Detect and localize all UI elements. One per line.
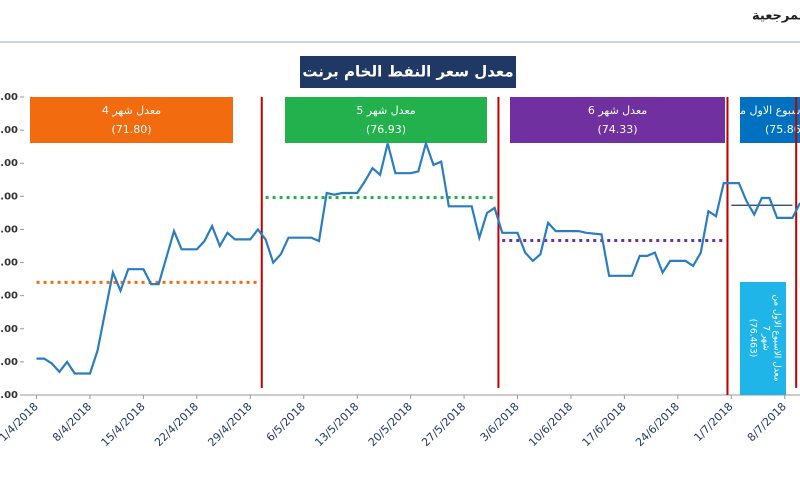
average-box	[30, 97, 233, 143]
x-tick-label: 10/6/2018	[526, 400, 575, 449]
page-header: النشرة الأسبوعية لأسعار النفط الخام برنت…	[752, 7, 800, 24]
x-tick-label: 8/7/2018	[745, 400, 789, 444]
average-label: معدل الاسبوع الاول من	[732, 104, 800, 117]
average-value-label: (71.80)	[111, 123, 151, 136]
average-label: معدل شهر 4	[102, 104, 161, 117]
average-box	[510, 97, 725, 143]
average-label: معدل شهر 6	[588, 104, 647, 117]
price-line	[36, 139, 800, 375]
y-tick-label: 67.00	[0, 357, 18, 368]
x-tick-label: 1/4/2018	[0, 400, 41, 444]
y-tick-label: 75.00	[0, 224, 18, 235]
y-tick-label: 71.00	[0, 291, 18, 302]
y-tick-label: 77.00	[0, 191, 18, 202]
y-tick-label: 79.00	[0, 158, 18, 169]
title-box	[300, 56, 516, 88]
x-tick-label: 24/6/2018	[633, 400, 682, 449]
x-tick-label: 13/5/2018	[312, 400, 361, 449]
y-tick-label: 83.00	[0, 92, 18, 103]
x-tick-label: 1/7/2018	[691, 400, 735, 444]
x-tick-label: 27/5/2018	[419, 400, 468, 449]
x-tick-label: 29/4/2018	[205, 400, 254, 449]
y-tick-label: 65.00	[0, 390, 18, 401]
x-tick-label: 17/6/2018	[580, 400, 629, 449]
x-tick-label: 15/4/2018	[99, 400, 148, 449]
average-label: معدل شهر 5	[356, 104, 415, 117]
y-tick-label: 69.00	[0, 324, 18, 335]
week-average-box	[740, 282, 786, 395]
x-tick-label: 3/6/2018	[478, 400, 522, 444]
average-box	[740, 97, 800, 143]
x-tick-label: 20/5/2018	[366, 400, 415, 449]
average-box	[285, 97, 487, 143]
average-value-label: (74.33)	[597, 123, 637, 136]
average-value-label: (76.93)	[366, 123, 406, 136]
week-average-label: معدل الاسبوع الاول من	[772, 294, 782, 381]
y-tick-label: 73.00	[0, 258, 18, 269]
chart-title: معدل سعر النفط الخام برنت	[302, 63, 513, 81]
week-average-value-label: (76.463)	[748, 319, 758, 358]
average-value-label: (75.86)	[765, 123, 800, 136]
x-tick-label: 6/5/2018	[264, 400, 308, 444]
week-average-label: شهر 7	[761, 325, 771, 350]
y-tick-label: 81.00	[0, 125, 18, 136]
x-tick-label: 8/4/2018	[50, 400, 94, 444]
x-tick-label: 22/4/2018	[152, 400, 201, 449]
